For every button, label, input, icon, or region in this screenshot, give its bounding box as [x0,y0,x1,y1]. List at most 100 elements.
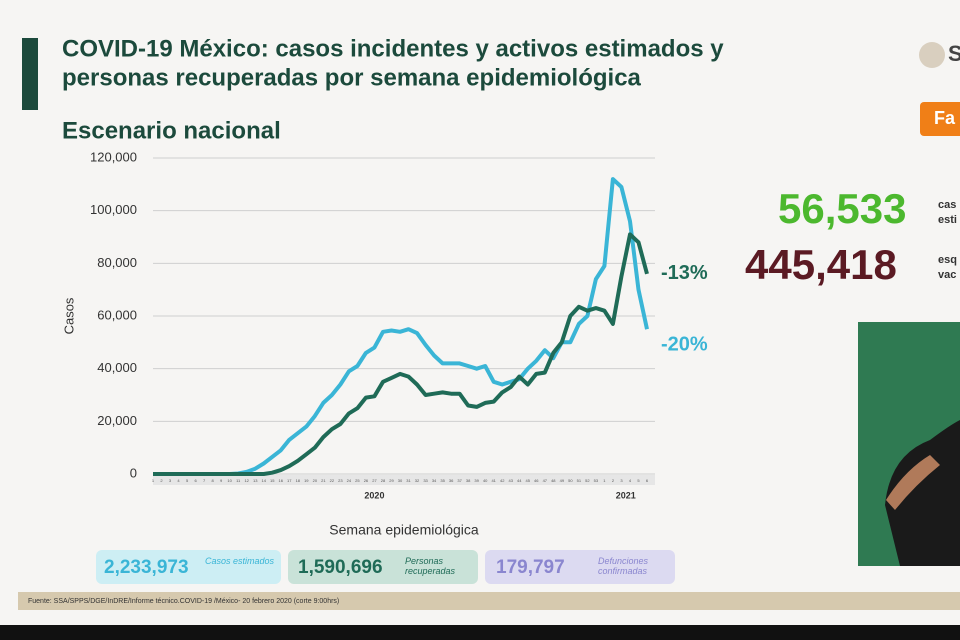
stat-label: esti [938,214,957,226]
x-tick-label: 19 [304,478,309,483]
x-tick-label: 18 [296,478,301,483]
stat-label: cas [938,199,956,211]
x-tick-label: 13 [253,478,258,483]
x-tick-label: 7 [203,478,206,483]
box-value: 2,233,973 [104,557,189,578]
year-label: 2020 [364,490,384,500]
x-tick-label: 6 [646,478,649,483]
x-tick-label: 17 [287,478,292,483]
box [485,550,675,584]
x-tick-label: 45 [526,478,531,483]
x-tick-label: 9 [220,478,223,483]
title-bar [22,38,38,110]
stat-label: vac [938,269,956,281]
x-tick-label: 6 [194,478,197,483]
x-tick-label: 20 [313,478,318,483]
annotation: -13% [661,262,708,284]
x-tick-label: 3 [169,478,172,483]
x-tick-label: 22 [330,478,335,483]
y-tick-label: 0 [130,465,137,480]
x-tick-label: 28 [381,478,386,483]
box [96,550,281,584]
annotation: -20% [661,333,708,355]
box-value: 179,797 [496,557,565,578]
x-tick-label: 38 [466,478,471,483]
y-tick-label: 120,000 [90,149,137,164]
x-tick-label: 1 [152,478,155,483]
x-tick-label: 5 [186,478,189,483]
footer: Fuente: SSA/SPPS/DGE/InDRE/Informe técni… [28,598,339,605]
plot: 0 20,000 40,000 60,000 80,000 100,000 120,000 1… [61,149,707,537]
x-tick-label: 10 [227,478,232,483]
x-tick-label: 8 [212,478,215,483]
box-label-wrap: Casos estimados [205,556,275,566]
x-tick-label: 25 [355,478,360,483]
box-label: Personas recuperadas [405,556,456,576]
x-tick-label: 35 [440,478,445,483]
x-tick-label: 49 [560,478,565,483]
stat-label: esq [938,254,957,266]
x-tick-label: 27 [372,478,377,483]
x-tick-label: 24 [347,478,352,483]
stat-value: 445,418 [745,241,897,288]
x-tick-label: 21 [321,478,326,483]
x-tick-label: 4 [177,478,180,483]
subtitle: Escenario nacional [62,117,281,144]
x-tick-label: 34 [432,478,437,483]
x-tick-label: 40 [483,478,488,483]
footer-bar [18,592,960,610]
x-tick-label: 3 [620,478,623,483]
x-tick-label: 46 [534,478,539,483]
x-tick-label: 53 [594,478,599,483]
button [920,102,960,136]
x-tick-label: 15 [270,478,275,483]
x-tick-label: 14 [261,478,266,483]
logo-text: S [948,41,960,66]
x-tick-label: 16 [279,478,284,483]
box-label: Casos estimados [205,556,275,566]
y-tick-label: 100,000 [90,202,137,217]
x-tick-label: 29 [389,478,394,483]
x-tick-label: 12 [244,478,249,483]
x-tick-label: 11 [236,478,241,483]
x-tick-label: 26 [364,478,369,483]
x-tick-label: 47 [543,478,548,483]
x-tick-label: 32 [415,478,420,483]
title: COVID-19 México: casos incidentes y acti… [62,35,724,62]
box-label: Defunciones confirmadas [598,556,649,576]
title: personas recuperadas por semana epidemio… [62,64,642,91]
x-tick-label: 48 [551,478,556,483]
x-tick-label: 4 [629,478,632,483]
x-tick-label: 23 [338,478,343,483]
x-axis-label: Semana epidemiológica [329,522,479,538]
x-tick-label: 51 [577,478,582,483]
y-tick-label: 60,000 [97,307,137,322]
interpreter-hand [886,455,940,510]
box [288,550,478,584]
x-tick-label: 33 [423,478,428,483]
y-tick-label: 20,000 [97,413,137,428]
x-tick-label: 1 [603,478,606,483]
x-tick-label: 5 [637,478,640,483]
x-tick-label: 31 [406,478,411,483]
interpreter [885,420,960,566]
x-tick-label: 42 [500,478,505,483]
box-label-wrap: Personas recuperadas [405,556,456,576]
box-value: 1,590,696 [298,557,383,578]
x-tick-label: 43 [508,478,513,483]
x-tick-label: 30 [398,478,403,483]
x-tick-label: 39 [474,478,479,483]
x-tick-label: 37 [457,478,462,483]
x-tick-label: 2 [612,478,615,483]
x-tick-label: 44 [517,478,522,483]
stat-value: 56,533 [778,185,906,232]
year-label: 2021 [616,490,636,500]
y-tick-label: 80,000 [97,255,137,270]
box-label-wrap: Defunciones confirmadas [598,556,649,576]
x-axis-band [153,475,655,485]
logo-icon [919,42,945,68]
x-tick-label: 2 [160,478,163,483]
x-tick-label: 50 [568,478,573,483]
